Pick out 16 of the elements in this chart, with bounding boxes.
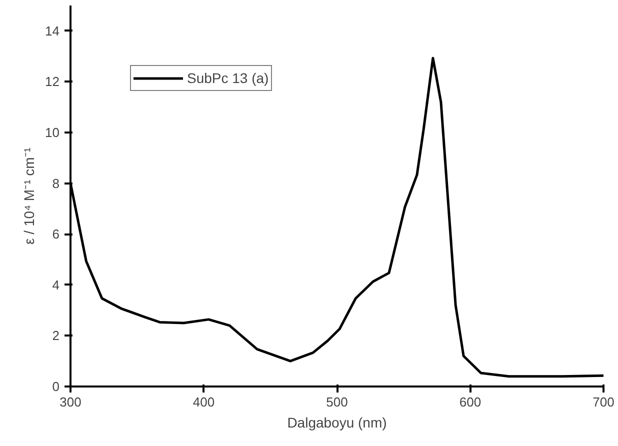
x-tick-label: 400 — [192, 394, 215, 410]
y-tick-label: 14 — [45, 23, 60, 38]
x-tick-label: 600 — [459, 394, 482, 410]
y-tick-label: 2 — [52, 328, 60, 344]
y-tick-label: 0 — [52, 379, 60, 394]
x-tick-label: 300 — [60, 394, 82, 410]
y-tick-label: 12 — [45, 74, 60, 90]
y-tick-label: 8 — [52, 176, 60, 191]
x-axis-title: Dalgaboyu (nm) — [287, 414, 387, 430]
x-tick-label: 700 — [592, 394, 614, 410]
legend-label: SubPc 13 (a) — [187, 70, 269, 86]
y-axis-title: ε / 10⁴ M⁻¹ cm⁻¹ — [21, 147, 38, 244]
y-tick-label: 10 — [45, 125, 60, 140]
x-tick-label: 500 — [326, 394, 348, 410]
y-tick-label: 6 — [52, 226, 60, 242]
y-tick-label: 4 — [52, 277, 60, 292]
